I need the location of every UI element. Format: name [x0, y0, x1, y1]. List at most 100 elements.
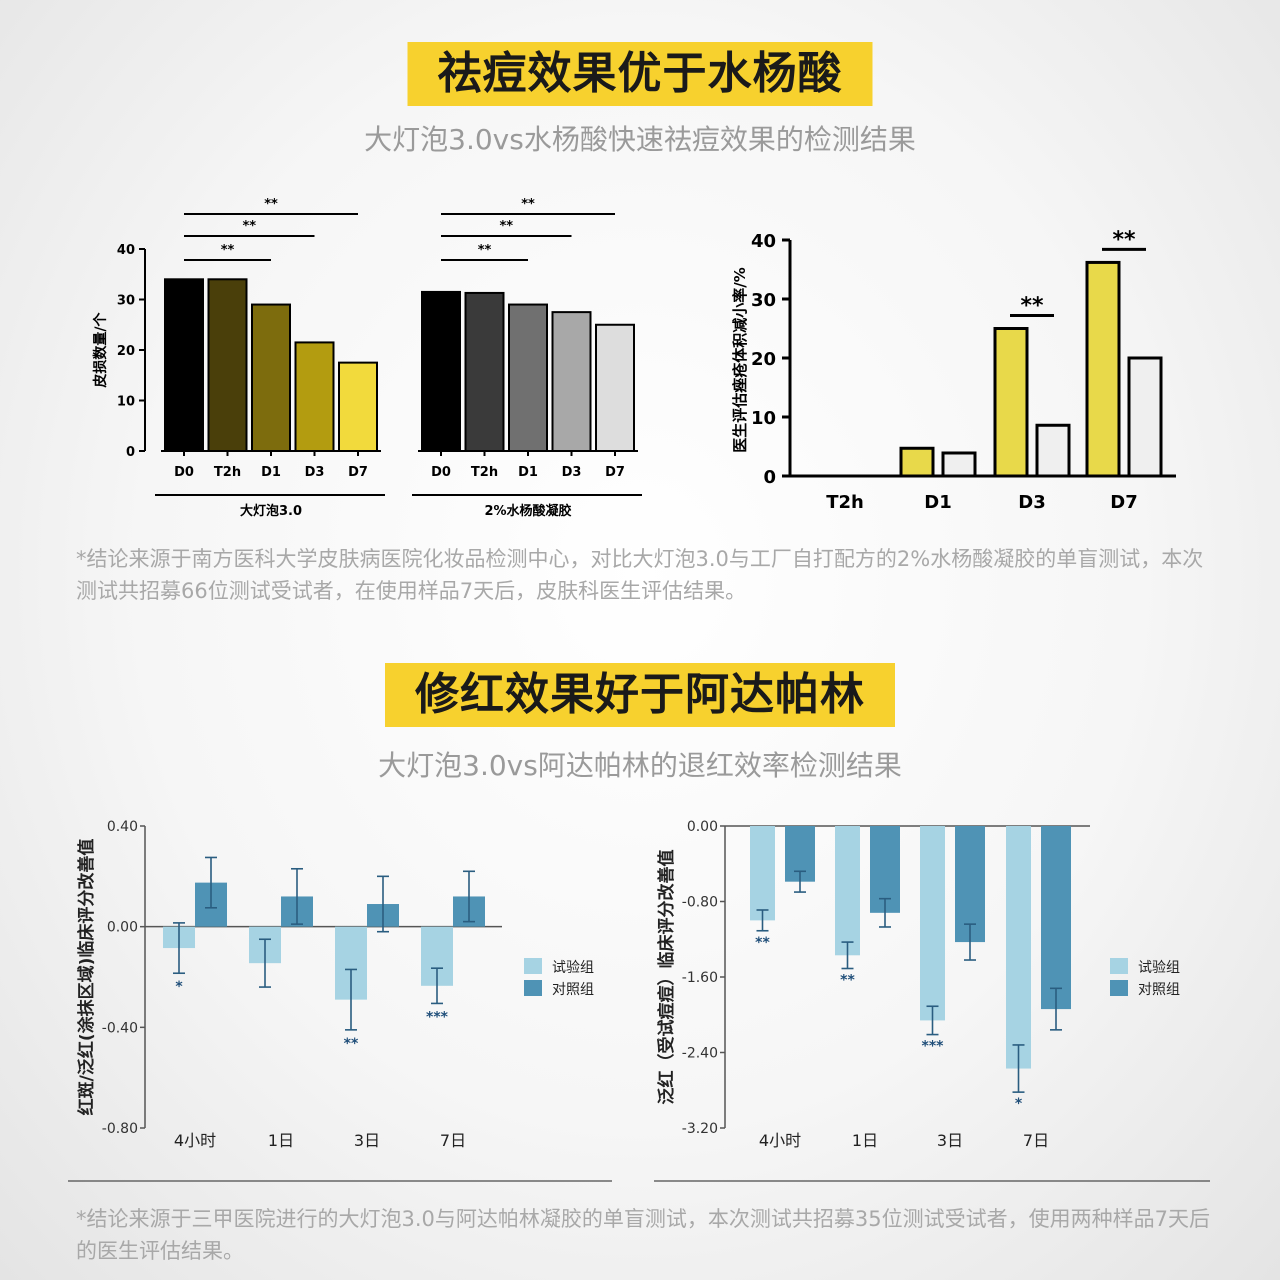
legend-label: 对照组	[1138, 982, 1180, 998]
bar	[1127, 356, 1163, 478]
bar	[1085, 260, 1121, 478]
y-tick-label: -3.20	[682, 1121, 718, 1137]
x-tick-label: 7日	[1023, 1131, 1049, 1150]
x-tick-label: T2h	[471, 465, 498, 480]
section1-title-banner: 祛痘效果优于水杨酸	[407, 42, 873, 106]
y-tick-label: -0.80	[682, 895, 718, 911]
section1-subtitle: 大灯泡3.0vs水杨酸快速祛痘效果的检测结果	[364, 123, 916, 156]
bar	[899, 446, 935, 478]
x-tick-label: D3	[1018, 492, 1045, 513]
significance-label: **	[344, 1036, 359, 1052]
bar	[207, 278, 248, 452]
legend-swatch	[524, 980, 542, 996]
x-tick-label: 4小时	[174, 1131, 216, 1150]
significance-label: *	[175, 979, 183, 995]
bar	[1035, 423, 1071, 478]
bar	[1006, 826, 1031, 1069]
significance-label: **	[1020, 294, 1044, 319]
x-tick-label: 3日	[354, 1131, 380, 1150]
bar	[595, 323, 635, 452]
x-tick-label: D1	[261, 465, 281, 480]
y-tick-label: 40	[117, 243, 135, 258]
bar	[338, 361, 378, 452]
y-tick-label: 0	[763, 467, 776, 488]
significance-label: **	[221, 243, 235, 258]
x-tick-label: D3	[562, 465, 582, 480]
significance-label: **	[499, 219, 513, 234]
x-tick-label: 1日	[268, 1131, 294, 1150]
bar	[955, 826, 985, 943]
x-tick-label: 1日	[852, 1131, 878, 1150]
significance-label: **	[840, 973, 855, 989]
x-tick-label: 7日	[440, 1131, 466, 1150]
significance-label: *	[1015, 1096, 1023, 1112]
x-tick-label: T2h	[826, 492, 864, 513]
x-tick-label: D0	[174, 465, 194, 480]
legend-swatch	[1110, 958, 1128, 974]
bar	[251, 303, 291, 452]
group-label: 2%水杨酸凝胶	[484, 503, 571, 519]
bar	[1041, 826, 1071, 1010]
legend-label: 试验组	[552, 960, 594, 976]
significance-label: **	[478, 243, 492, 258]
x-tick-label: D3	[305, 465, 325, 480]
bar	[294, 341, 335, 452]
legend-label: 试验组	[1138, 960, 1180, 976]
significance-label: **	[521, 197, 535, 212]
x-tick-label: D7	[1110, 492, 1137, 513]
y-axis-label: 红斑/泛红(涂抹区域)临床评分改善值	[76, 839, 97, 1116]
x-tick-label: D7	[348, 465, 368, 480]
bar	[464, 291, 505, 452]
significance-label: ***	[922, 1039, 945, 1055]
bar	[750, 826, 775, 921]
y-axis-label: 医生评估痤疮体积减小率/%	[731, 267, 749, 453]
section1-note: *结论来源于南方医科大学皮肤病医院化妆品检测中心，对比大灯泡3.0与工厂自打配方…	[76, 547, 1204, 603]
y-tick-label: 30	[117, 294, 135, 309]
y-tick-label: -1.60	[682, 970, 718, 986]
x-tick-label: D0	[431, 465, 451, 480]
significance-label: **	[242, 219, 256, 234]
y-tick-label: 0.00	[107, 920, 138, 936]
x-tick-label: D1	[518, 465, 538, 480]
y-tick-label: 0.00	[687, 819, 718, 835]
y-axis-label: 泛红（受试痘痘）临床评分改善值	[656, 850, 677, 1105]
significance-label: **	[755, 935, 770, 951]
x-tick-label: T2h	[214, 465, 241, 480]
significance-label: **	[1112, 227, 1136, 252]
significance-label: ***	[426, 1009, 449, 1025]
section2-subtitle: 大灯泡3.0vs阿达帕林的退红效率检测结果	[378, 749, 902, 782]
x-tick-label: D1	[924, 492, 951, 513]
legend-swatch	[1110, 980, 1128, 996]
y-tick-label: -0.40	[102, 1020, 138, 1036]
y-tick-label: -2.40	[682, 1046, 718, 1062]
y-tick-label: 20	[751, 349, 776, 370]
x-tick-label: 4小时	[759, 1131, 801, 1150]
y-tick-label: 40	[751, 231, 776, 252]
significance-label: **	[264, 197, 278, 212]
group-label: 大灯泡3.0	[240, 503, 302, 519]
bar	[920, 826, 945, 1021]
bar	[421, 290, 461, 452]
legend-label: 对照组	[552, 982, 594, 998]
bar	[993, 327, 1029, 478]
y-tick-label: 20	[117, 344, 135, 359]
y-tick-label: 0	[126, 445, 135, 460]
section2-title-banner: 修红效果好于阿达帕林	[385, 663, 895, 727]
y-tick-label: 0.40	[107, 819, 138, 835]
bar	[551, 311, 592, 452]
bar	[508, 303, 548, 452]
y-tick-label: 30	[751, 290, 776, 311]
y-axis-label: 皮损数量/个	[92, 311, 109, 388]
y-tick-label: 10	[751, 408, 776, 429]
bar	[835, 826, 860, 956]
legend-swatch	[524, 958, 542, 974]
y-tick-label: 10	[117, 395, 135, 410]
y-tick-label: -0.80	[102, 1121, 138, 1137]
section2-note: *结论来源于三甲医院进行的大灯泡3.0与阿达帕林凝胶的单盲测试，本次测试共招募3…	[76, 1207, 1210, 1263]
bar	[941, 451, 977, 478]
x-tick-label: 3日	[937, 1131, 963, 1150]
